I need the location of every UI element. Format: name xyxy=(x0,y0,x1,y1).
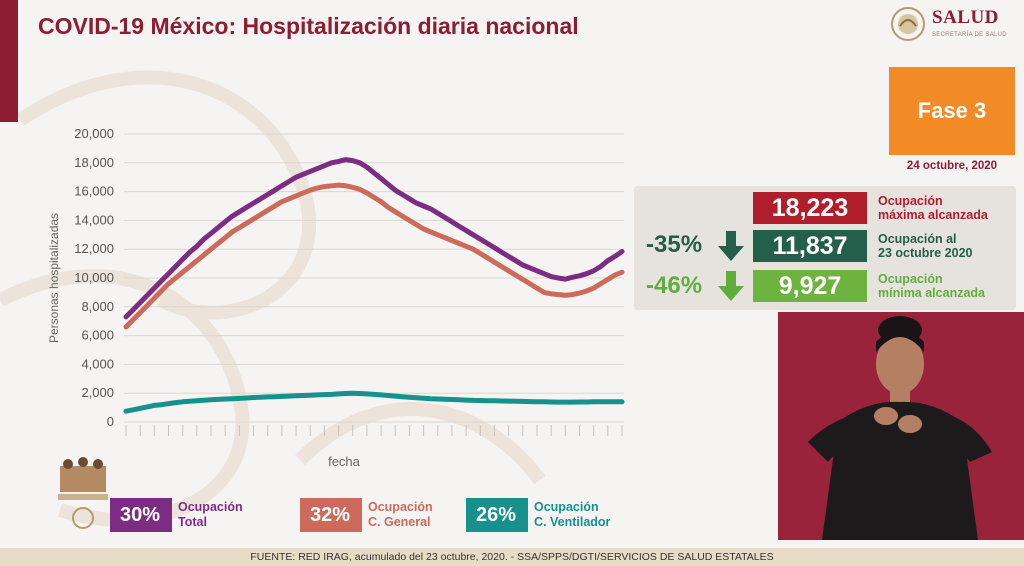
y-tick-label: 8,000 xyxy=(81,299,114,314)
min-value-box: 9,927 xyxy=(753,270,867,302)
series-line-ocupaci-n-c-general xyxy=(123,182,625,330)
legend-total-label: Ocupación Total xyxy=(178,500,243,530)
y-tick-label: 18,000 xyxy=(74,155,114,170)
current-pct: -35% xyxy=(646,231,703,258)
down-arrow-icon xyxy=(718,231,744,261)
min-label-line2: mínima alcanzada xyxy=(878,286,985,300)
legend-ventilador-label: Ocupación C. Ventilador xyxy=(534,500,610,530)
accent-bar xyxy=(0,0,18,122)
legend-total-line1: Ocupación xyxy=(178,500,243,514)
series-line-ocupaci-n-c-ventilador xyxy=(123,390,625,414)
page-title: COVID-19 México: Hospitalización diaria … xyxy=(38,13,579,39)
report-date: 24 octubre, 2020 xyxy=(906,160,998,172)
y-tick-label: 6,000 xyxy=(81,328,114,343)
down-arrow-icon xyxy=(718,271,744,301)
legend-total-pct: 30% xyxy=(110,498,172,532)
salud-logo: SALUD SECRETARÍA DE SALUD xyxy=(890,4,1020,44)
x-axis-label: fecha xyxy=(328,454,361,469)
series-line-ocupaci-n-total xyxy=(123,157,625,320)
legend-general-label: Ocupación C. General xyxy=(368,500,433,530)
interpreter-figure xyxy=(808,316,992,540)
y-tick-label: 16,000 xyxy=(74,184,114,199)
legend-ventilador-pct: 26% xyxy=(466,498,528,532)
current-label-line1: Ocupación al xyxy=(878,232,957,246)
min-label-line1: Ocupación xyxy=(878,272,943,286)
y-tick-label: 4,000 xyxy=(81,356,114,371)
logo-word: SALUD xyxy=(932,7,999,28)
max-label-line2: máxima alcanzada xyxy=(878,208,988,222)
y-axis-label: Personas hospitalizadas xyxy=(47,213,61,343)
legend-ventilador-line1: Ocupación xyxy=(534,500,599,514)
max-value-box: 18,223 xyxy=(753,192,867,224)
current-label-line2: 23 octubre 2020 xyxy=(878,246,973,260)
legend-ventilador-line2: C. Ventilador xyxy=(534,515,611,529)
source-footer: FUENTE: RED IRAG, acumulado del 23 octub… xyxy=(0,548,1024,566)
sign-language-video xyxy=(778,312,1024,540)
legend-general-pct: 32% xyxy=(300,498,362,532)
legend-general-line1: Ocupación xyxy=(368,500,433,514)
eagle-emblem-icon xyxy=(891,7,925,41)
min-pct: -46% xyxy=(646,272,703,299)
current-label: Ocupación al 23 octubre 2020 xyxy=(878,232,973,260)
y-tick-label: 10,000 xyxy=(74,270,114,285)
y-tick-label: 20,000 xyxy=(74,126,114,141)
y-tick-label: 12,000 xyxy=(74,241,114,256)
y-tick-label: 2,000 xyxy=(81,385,114,400)
y-tick-label: 0 xyxy=(107,414,114,429)
legend-total-line2: Total xyxy=(178,515,207,529)
logo-subtitle: SECRETARÍA DE SALUD xyxy=(932,32,1007,38)
historical-figures-icon xyxy=(58,457,108,529)
hospitalization-chart: 0 2,000 4,000 6,000 8,000 10,000 12,000 14,000 1… xyxy=(47,126,625,469)
min-label: Ocupación mínima alcanzada xyxy=(878,272,985,300)
legend-general-line2: C. General xyxy=(368,515,431,529)
y-tick-label: 14,000 xyxy=(74,212,114,227)
current-value-box: 11,837 xyxy=(753,230,867,262)
summary-panel: 18,223 Ocupación máxima alcanzada -35% 1… xyxy=(634,186,1016,310)
phase-badge: Fase 3 xyxy=(889,67,1015,155)
max-label-line1: Ocupación xyxy=(878,194,943,208)
max-label: Ocupación máxima alcanzada xyxy=(878,194,988,222)
